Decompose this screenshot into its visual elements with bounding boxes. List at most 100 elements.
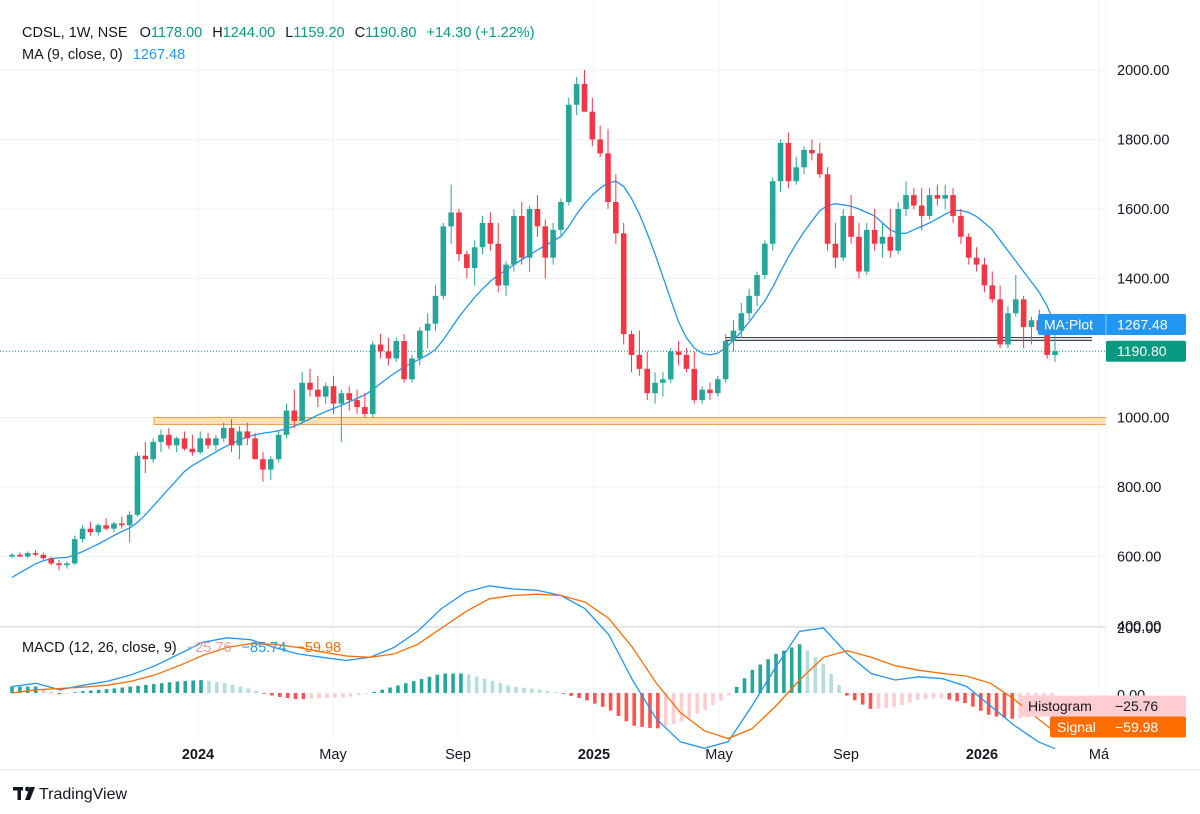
candle: [416, 327, 423, 366]
macd-hist-value: −25.76: [187, 640, 232, 656]
candle-body: [542, 226, 549, 258]
candle-body: [56, 563, 62, 566]
histogram-bar: [553, 692, 558, 693]
candle-body: [64, 563, 70, 566]
histogram-bar: [451, 673, 455, 693]
histogram-bar: [65, 693, 69, 694]
candle: [628, 330, 635, 373]
histogram-bar: [837, 684, 841, 693]
histogram-bar: [648, 693, 652, 728]
candle-body: [691, 368, 698, 401]
candle-body: [613, 202, 619, 234]
candle-body: [840, 215, 847, 258]
histogram-bar: [963, 693, 967, 704]
histogram-bar: [427, 676, 432, 693]
candle: [346, 386, 353, 411]
candle: [801, 146, 807, 175]
candle: [87, 521, 94, 536]
candle-body: [495, 243, 502, 286]
candle: [393, 337, 400, 362]
candle-body: [487, 222, 494, 244]
macd-axis[interactable]: 200.000.00: [1117, 621, 1161, 704]
candle: [895, 202, 901, 255]
candle: [542, 219, 549, 279]
candle: [1012, 275, 1019, 317]
candle: [118, 516, 125, 529]
histogram-bar: [915, 693, 920, 700]
candle-body: [628, 334, 635, 355]
histogram-bar: [971, 693, 975, 707]
candle-body: [354, 400, 360, 408]
candle: [134, 452, 141, 517]
ma-plot-label: MA:Plot: [1044, 317, 1093, 333]
candle: [754, 271, 760, 307]
candle-body: [338, 393, 345, 404]
histogram-bar: [25, 686, 30, 693]
histogram-bar: [600, 693, 605, 707]
candle-body: [989, 285, 996, 300]
candle-body: [1020, 299, 1027, 328]
histogram-bar: [380, 689, 384, 693]
candle: [95, 523, 102, 536]
histogram-bar: [671, 693, 676, 725]
histogram-bar: [663, 693, 668, 727]
candle-body: [785, 142, 792, 182]
candle-body: [464, 254, 470, 269]
macd-legend[interactable]: MACD (12, 26, close, 9) −25.76 −85.74 −5…: [22, 640, 341, 656]
candle-body: [707, 389, 713, 394]
histogram-bar: [821, 663, 826, 693]
histogram-bar: [214, 681, 219, 693]
histogram-bar: [254, 690, 258, 693]
candle: [189, 434, 196, 456]
price-tick-label: 1400.00: [1117, 272, 1169, 288]
candle: [809, 139, 815, 161]
candle: [958, 209, 964, 244]
brand-name: TradingView: [39, 786, 127, 803]
candle-body: [142, 455, 149, 460]
candle: [40, 552, 47, 560]
histogram-bar: [734, 686, 739, 693]
histogram-bar: [656, 693, 660, 729]
candle-body: [589, 111, 596, 140]
candle-body: [307, 382, 313, 390]
candle-body: [824, 174, 831, 244]
candle: [746, 288, 752, 321]
candle-body: [503, 264, 509, 286]
candle: [824, 167, 831, 251]
price-tick-label: 1600.00: [1117, 202, 1169, 218]
candle-body: [746, 295, 752, 314]
histogram-bar: [931, 693, 936, 699]
time-axis[interactable]: 2024 May Sep 2025 May Sep 2026 Má: [182, 747, 1110, 763]
candle: [338, 389, 345, 442]
candle-body: [903, 195, 909, 209]
candles: [9, 70, 1058, 571]
close-label: C: [355, 25, 365, 41]
legend-line-2[interactable]: MA (9, close, 0) 1267.48: [22, 47, 185, 63]
histogram-bar: [860, 693, 865, 705]
candle-body: [252, 438, 258, 460]
candle: [236, 426, 243, 460]
time-tick-label: Sep: [445, 747, 471, 763]
tradingview-logo[interactable]: TradingView: [13, 786, 127, 803]
ma-indicator-label: MA (9, close, 0): [22, 47, 123, 63]
candle-body: [416, 330, 423, 359]
candle: [307, 368, 313, 397]
histogram-bar: [246, 688, 251, 693]
candle-body: [644, 368, 651, 394]
candle: [581, 70, 588, 112]
histogram-bar: [687, 693, 692, 718]
candle: [730, 320, 737, 352]
signal-badge-value: −59.98: [1115, 719, 1158, 735]
macd-indicator-label: MACD (12, 26, close, 9): [22, 640, 177, 656]
histogram-bar: [640, 693, 644, 727]
price-axis[interactable]: 2000.00 1800.00 1600.00 1400.00 1000.00 800.0…: [1117, 63, 1169, 635]
histogram-bar: [892, 693, 896, 708]
candle-body: [189, 448, 196, 453]
candle: [667, 348, 674, 383]
histogram-bar: [608, 693, 613, 711]
candle: [613, 174, 619, 244]
candle-body: [95, 525, 102, 533]
candle: [1052, 332, 1058, 363]
histogram-bar: [230, 684, 235, 693]
